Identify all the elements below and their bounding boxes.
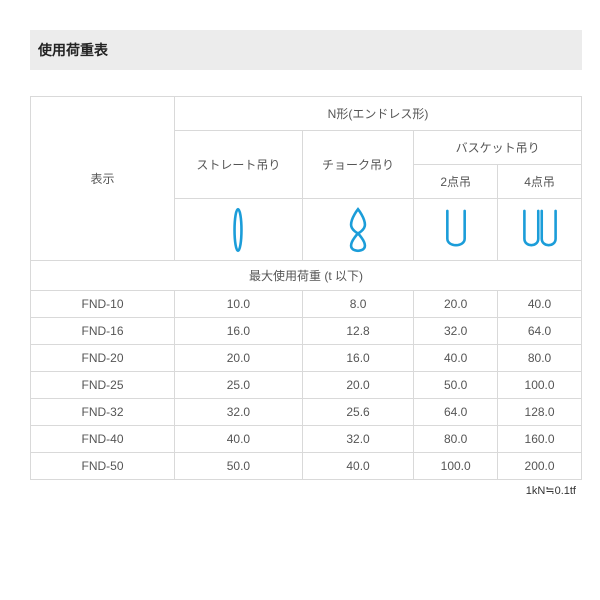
cell: 160.0 bbox=[498, 426, 582, 453]
max-load-label: 最大使用荷重 (t 以下) bbox=[31, 261, 582, 291]
cell: 16.0 bbox=[302, 345, 413, 372]
cell: 32.0 bbox=[175, 399, 303, 426]
cell: 40.0 bbox=[175, 426, 303, 453]
section-title: 使用荷重表 bbox=[30, 30, 582, 70]
basket2-icon bbox=[414, 199, 498, 261]
row-label: FND-32 bbox=[31, 399, 175, 426]
row-label: FND-16 bbox=[31, 318, 175, 345]
cell: 100.0 bbox=[414, 453, 498, 480]
cell: 25.0 bbox=[175, 372, 303, 399]
cell: 64.0 bbox=[498, 318, 582, 345]
cell: 100.0 bbox=[498, 372, 582, 399]
cell: 40.0 bbox=[414, 345, 498, 372]
cell: 25.6 bbox=[302, 399, 413, 426]
table-row: FND-32 32.0 25.6 64.0 128.0 bbox=[31, 399, 582, 426]
row-label: FND-40 bbox=[31, 426, 175, 453]
col-straight: ストレート吊り bbox=[175, 131, 303, 199]
row-label: FND-25 bbox=[31, 372, 175, 399]
table-row: FND-20 20.0 16.0 40.0 80.0 bbox=[31, 345, 582, 372]
table-row: FND-50 50.0 40.0 100.0 200.0 bbox=[31, 453, 582, 480]
cell: 10.0 bbox=[175, 291, 303, 318]
cell: 20.0 bbox=[302, 372, 413, 399]
cell: 20.0 bbox=[175, 345, 303, 372]
row-label: FND-20 bbox=[31, 345, 175, 372]
cell: 128.0 bbox=[498, 399, 582, 426]
col-basket2: 2点吊 bbox=[414, 165, 498, 199]
cell: 40.0 bbox=[302, 453, 413, 480]
row-label: FND-50 bbox=[31, 453, 175, 480]
table-row: FND-10 10.0 8.0 20.0 40.0 bbox=[31, 291, 582, 318]
cell: 16.0 bbox=[175, 318, 303, 345]
cell: 50.0 bbox=[414, 372, 498, 399]
group-header: N形(エンドレス形) bbox=[175, 97, 582, 131]
row-header: 表示 bbox=[31, 97, 175, 261]
cell: 32.0 bbox=[302, 426, 413, 453]
row-label: FND-10 bbox=[31, 291, 175, 318]
cell: 8.0 bbox=[302, 291, 413, 318]
cell: 40.0 bbox=[498, 291, 582, 318]
table-row: FND-40 40.0 32.0 80.0 160.0 bbox=[31, 426, 582, 453]
col-choke: チョーク吊り bbox=[302, 131, 413, 199]
cell: 32.0 bbox=[414, 318, 498, 345]
cell: 12.8 bbox=[302, 318, 413, 345]
cell: 20.0 bbox=[414, 291, 498, 318]
cell: 50.0 bbox=[175, 453, 303, 480]
choke-icon bbox=[302, 199, 413, 261]
col-basket: バスケット吊り bbox=[414, 131, 582, 165]
footnote: 1kN≒0.1tf bbox=[30, 480, 582, 497]
table-row: FND-25 25.0 20.0 50.0 100.0 bbox=[31, 372, 582, 399]
cell: 64.0 bbox=[414, 399, 498, 426]
straight-icon bbox=[175, 199, 303, 261]
basket4-icon bbox=[498, 199, 582, 261]
load-table: 表示 N形(エンドレス形) ストレート吊り チョーク吊り バスケット吊り 2点吊… bbox=[30, 96, 582, 480]
table-row: FND-16 16.0 12.8 32.0 64.0 bbox=[31, 318, 582, 345]
cell: 200.0 bbox=[498, 453, 582, 480]
cell: 80.0 bbox=[414, 426, 498, 453]
cell: 80.0 bbox=[498, 345, 582, 372]
col-basket4: 4点吊 bbox=[498, 165, 582, 199]
